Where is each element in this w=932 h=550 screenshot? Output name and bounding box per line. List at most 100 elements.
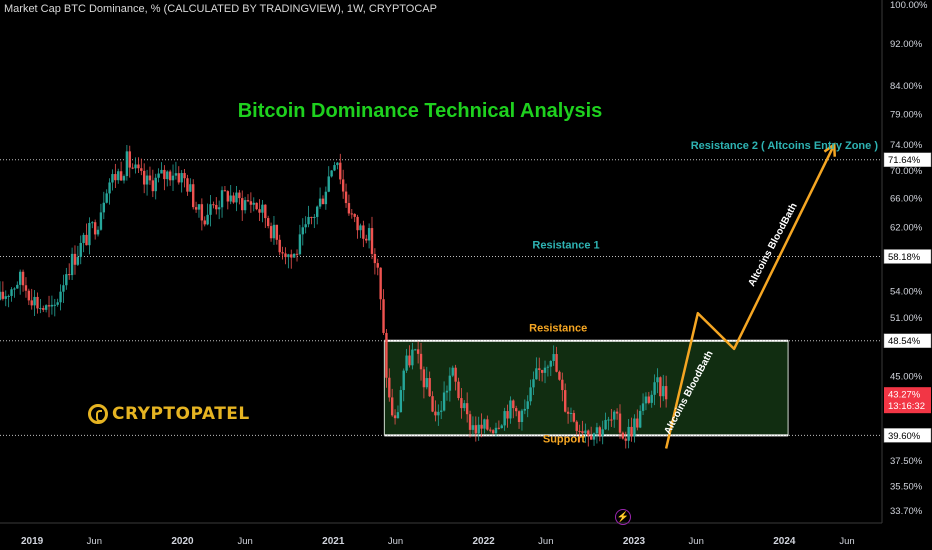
candle-body	[229, 195, 232, 202]
x-tick-label: 2021	[322, 536, 345, 547]
candle	[24, 277, 28, 298]
candle-body	[491, 430, 495, 434]
y-tick-label: 100.00%	[890, 0, 928, 11]
candle	[125, 145, 129, 181]
candle-body	[477, 424, 480, 434]
candle	[96, 226, 100, 237]
candle-body	[569, 413, 573, 415]
candle	[212, 201, 215, 209]
replay-icon[interactable]: ⚡	[615, 509, 631, 525]
candle-body	[592, 433, 596, 440]
candle-body	[13, 288, 16, 290]
candle	[425, 366, 428, 390]
level-price-label: 39.60%	[888, 431, 921, 442]
candle	[414, 348, 417, 351]
candle-body	[636, 418, 639, 428]
candle-body	[520, 410, 524, 423]
candle	[598, 425, 602, 442]
candle-body	[171, 175, 175, 181]
candle	[558, 370, 561, 381]
candle-body	[396, 412, 400, 419]
x-tick-label: Jun	[689, 536, 704, 547]
candle-body	[555, 354, 558, 372]
candle	[468, 410, 472, 438]
candle	[440, 400, 443, 420]
candle	[575, 420, 578, 436]
candle-body	[321, 198, 325, 205]
candle	[284, 247, 287, 265]
candle-body	[613, 411, 616, 420]
candle	[477, 416, 480, 441]
candle-body	[650, 394, 653, 403]
candle	[180, 170, 183, 193]
candle	[258, 199, 261, 221]
candle	[416, 341, 420, 364]
candle	[82, 232, 85, 253]
candle-body	[618, 413, 622, 433]
candle-body	[212, 204, 215, 206]
candle-body	[209, 204, 212, 215]
current-price-tag	[884, 387, 931, 414]
candle	[422, 366, 426, 399]
candle-body	[1, 291, 5, 299]
candle	[105, 189, 108, 204]
candle	[584, 423, 587, 443]
candle-body	[442, 392, 446, 411]
candle	[246, 194, 250, 203]
candle-body	[189, 184, 192, 192]
candle	[33, 290, 36, 317]
candle-body	[192, 184, 195, 208]
x-tick-label: Jun	[388, 536, 403, 547]
candle	[445, 385, 449, 401]
candle-body	[414, 349, 417, 351]
candle-body	[581, 431, 584, 434]
candle-body	[621, 432, 625, 439]
candle-body	[73, 253, 77, 265]
candle	[16, 281, 19, 289]
candle	[448, 367, 452, 402]
candle	[327, 166, 330, 193]
candle-body	[111, 174, 114, 183]
candle-body	[220, 190, 224, 208]
candle-body	[662, 386, 665, 397]
candle	[592, 432, 596, 446]
candle	[595, 422, 599, 444]
candle	[494, 422, 498, 437]
price-axis	[882, 0, 932, 550]
candle-body	[549, 360, 552, 367]
candle	[578, 424, 581, 443]
candle	[119, 161, 123, 181]
candle-body	[79, 242, 82, 258]
candle-body	[30, 300, 33, 306]
candle-body	[365, 238, 368, 241]
candle	[618, 404, 622, 439]
candle	[517, 410, 521, 429]
annotation-label: Resistance 2 ( Altcoins Entry Zone )	[691, 140, 879, 152]
cryptopatel-logo-icon	[88, 404, 108, 424]
candle-body	[370, 228, 374, 254]
candle-body	[304, 224, 307, 228]
x-tick-label: Jun	[839, 536, 854, 547]
level-price-tag	[883, 249, 932, 264]
candle	[7, 294, 10, 308]
candle-body	[243, 200, 247, 211]
candle	[192, 179, 195, 210]
candle	[111, 169, 114, 191]
candle	[630, 417, 633, 442]
candle-body	[316, 206, 319, 217]
candle-body	[336, 162, 339, 166]
candle	[281, 246, 284, 260]
candle-body	[96, 229, 100, 235]
candle-body	[494, 427, 498, 434]
candle	[18, 269, 22, 295]
candle-body	[339, 162, 342, 180]
candle	[607, 416, 610, 431]
candle-body	[630, 426, 633, 437]
candle	[662, 374, 665, 402]
candle	[451, 365, 454, 378]
candle	[587, 429, 590, 447]
candle	[396, 405, 400, 419]
candle	[330, 170, 333, 178]
